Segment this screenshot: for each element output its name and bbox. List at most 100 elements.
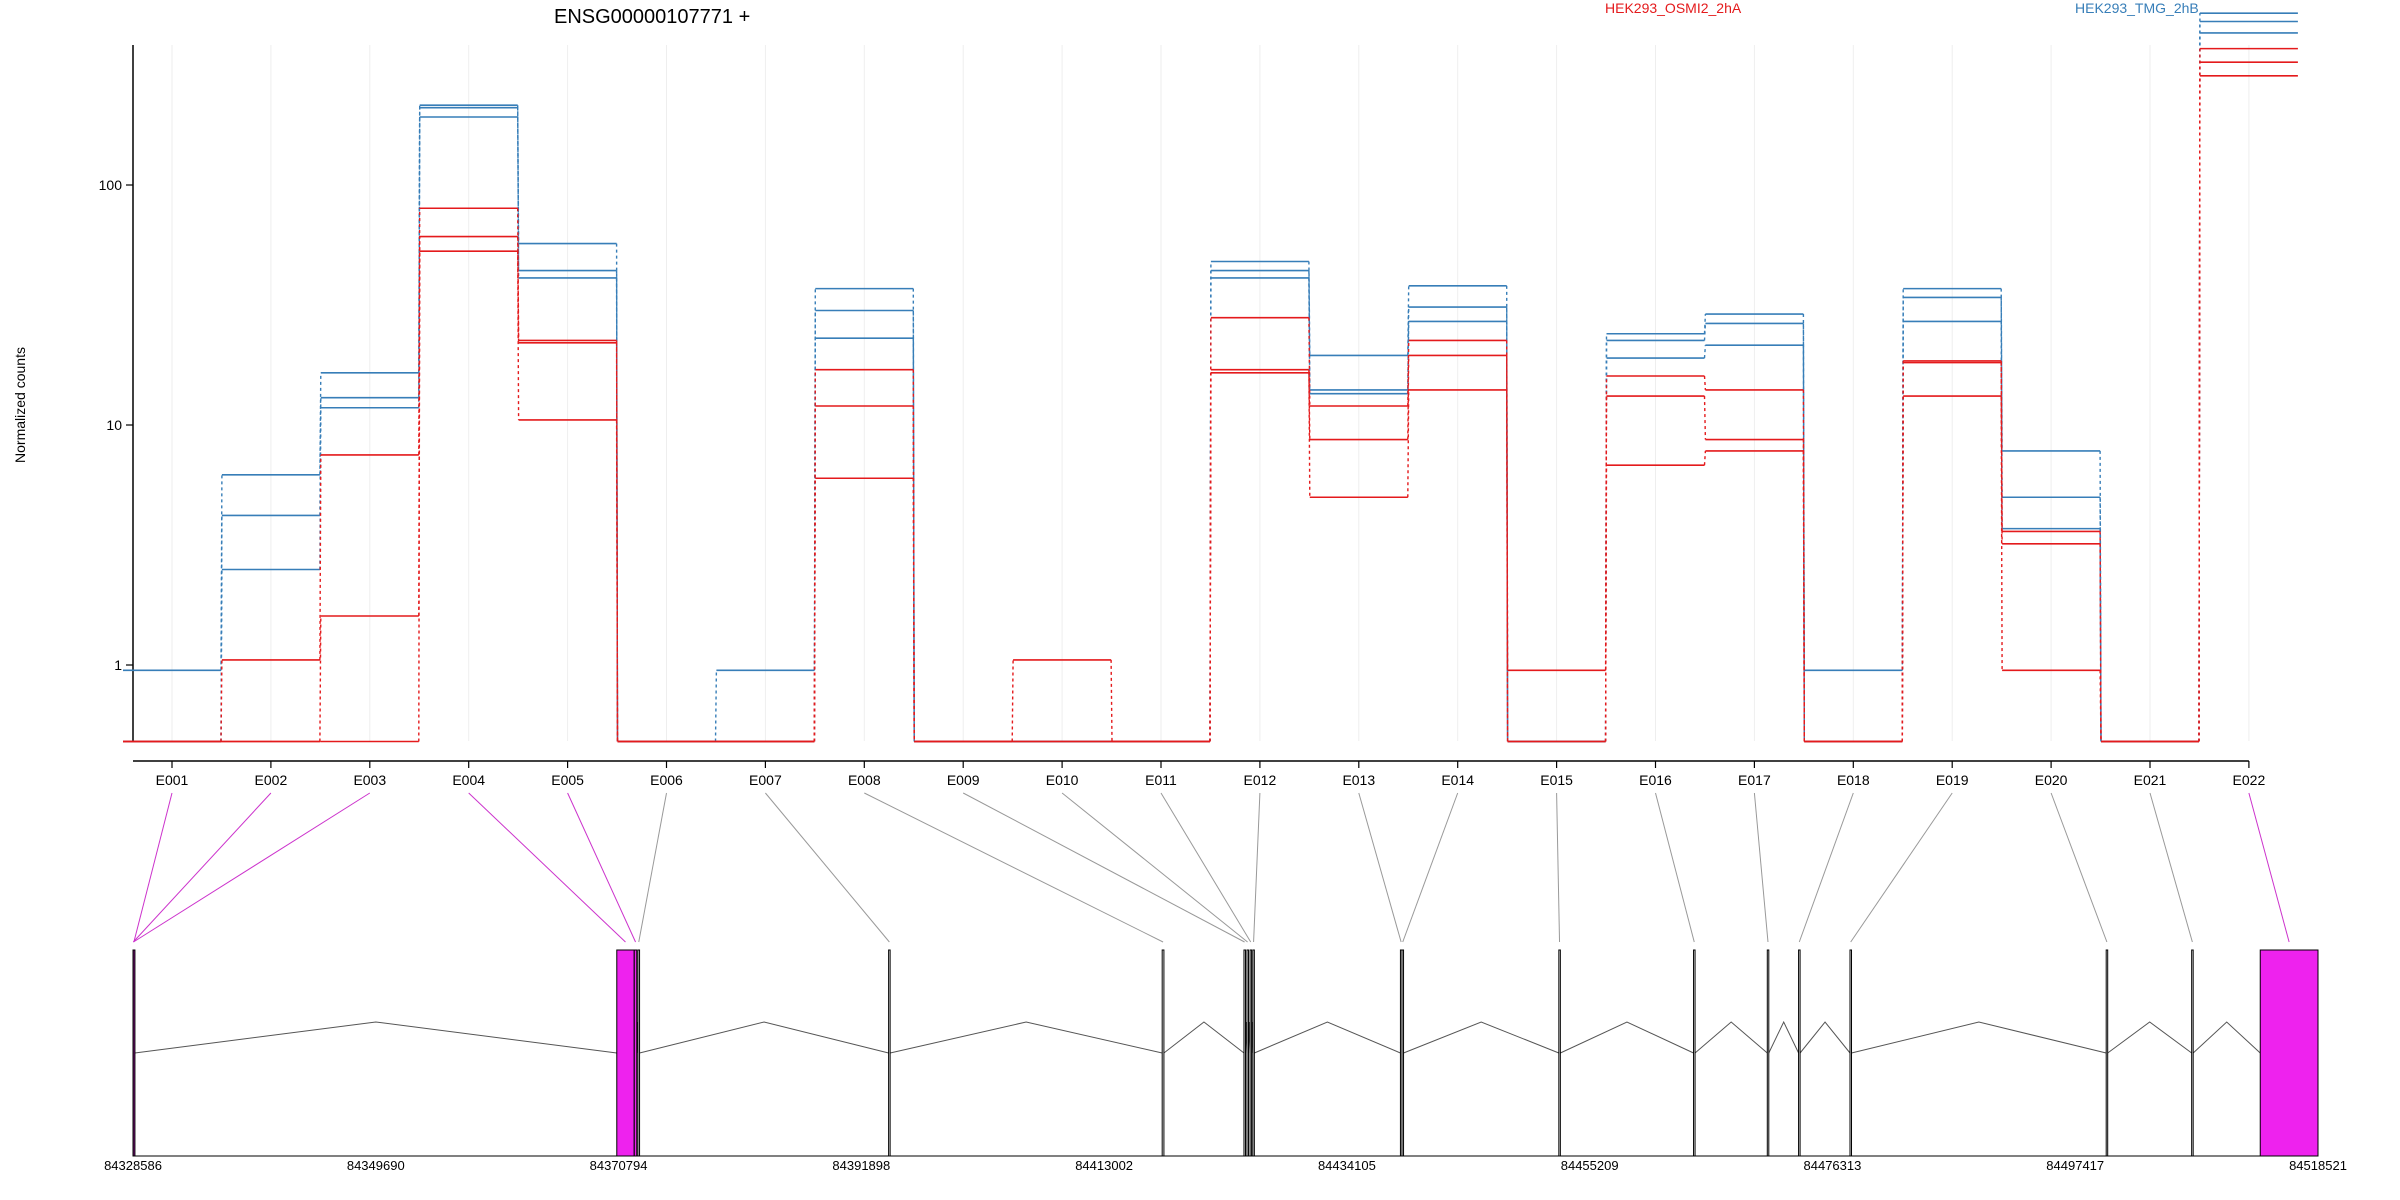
series-5-connector-e019 bbox=[2000, 362, 2003, 544]
x-tick-label-e016: E016 bbox=[1639, 772, 1672, 788]
x-tick-label-e007: E007 bbox=[749, 772, 782, 788]
x-tick-label-e021: E021 bbox=[2134, 772, 2167, 788]
exon-block-e016 bbox=[1693, 949, 1696, 1157]
connector-e009 bbox=[962, 792, 1245, 943]
exon-block-e008 bbox=[1161, 949, 1165, 1157]
gene-model: 84328586 84349690 84370794 84391898 84413002… bbox=[104, 949, 2347, 1173]
x-tick-label-e003: E003 bbox=[353, 772, 386, 788]
series-4-connector-e009 bbox=[1011, 659, 1014, 742]
series-6-connector-e016 bbox=[1703, 450, 1707, 466]
exon-block-e006 bbox=[637, 949, 641, 1157]
series-6-connector-e012 bbox=[1308, 372, 1311, 498]
exon-block-e017 bbox=[1766, 949, 1770, 1157]
axes: 1 10 100 E001 E002 E003 E004 E005 E006 E007 E008 E0… bbox=[99, 45, 2266, 788]
exon-block-e003 bbox=[132, 949, 136, 1157]
series-2-connector-e016 bbox=[1703, 323, 1707, 341]
series-4-connector-e002 bbox=[319, 454, 322, 660]
coordinate-label-1: 84328586 bbox=[104, 1158, 162, 1173]
series-1-connector-e016 bbox=[1703, 313, 1707, 334]
coordinate-label-3: 84370794 bbox=[590, 1158, 648, 1173]
chart-title: ENSG00000107771 + bbox=[554, 6, 750, 28]
series-1-connector-e018 bbox=[1901, 288, 1904, 671]
connector-e002 bbox=[132, 792, 272, 943]
exon-block-e021 bbox=[2191, 949, 2194, 1157]
legend-item-tmg: HEK293_TMG_2hB bbox=[2075, 0, 2199, 16]
x-tick-label-e011: E011 bbox=[1145, 772, 1177, 788]
intron-line-13 bbox=[1768, 1020, 1800, 1054]
x-tick-label-e020: E020 bbox=[2035, 772, 2068, 788]
series-5-connector-e013 bbox=[1407, 355, 1410, 440]
y-tick-label-10: 10 bbox=[106, 417, 122, 433]
intron-line-12 bbox=[1694, 1021, 1768, 1054]
connector-e012 bbox=[1253, 792, 1261, 943]
connector-e021 bbox=[2149, 792, 2193, 943]
x-tick-label-e015: E015 bbox=[1540, 772, 1573, 788]
coordinate-label-7: 84455209 bbox=[1561, 1158, 1619, 1173]
intron-line-9 bbox=[1254, 1021, 1401, 1054]
connector-e008 bbox=[864, 792, 1164, 943]
intron-line-3 bbox=[639, 1021, 889, 1054]
series-6-connector-e011 bbox=[1209, 372, 1212, 742]
series-6-connector-e004 bbox=[517, 251, 520, 420]
connector-e015 bbox=[1556, 792, 1561, 943]
exon-block-e019 bbox=[1849, 949, 1853, 1157]
exon-block-e009 bbox=[1243, 949, 1246, 1157]
x-tick-label-e004: E004 bbox=[452, 772, 485, 788]
series-5-connector-e008 bbox=[912, 405, 915, 742]
series-6-connector-e014 bbox=[1505, 389, 1509, 742]
connector-e014 bbox=[1402, 792, 1459, 943]
series-6-connector-e013 bbox=[1407, 389, 1410, 498]
coordinate-label-5: 84413002 bbox=[1075, 1158, 1133, 1173]
series-4-connector-e010 bbox=[1110, 659, 1113, 742]
exon-block-e014 bbox=[1401, 949, 1405, 1157]
series-3-connector-e011 bbox=[1209, 277, 1212, 742]
series-5-connector-e016 bbox=[1703, 396, 1707, 440]
intron-line-1 bbox=[134, 1021, 617, 1054]
series-5 bbox=[123, 61, 2298, 743]
x-tick-label-e008: E008 bbox=[848, 772, 881, 788]
connector-e005 bbox=[567, 792, 636, 943]
x-tick-label-e022: E022 bbox=[2233, 772, 2266, 788]
intron-line-14 bbox=[1799, 1021, 1851, 1054]
y-tick-label-1: 1 bbox=[114, 657, 122, 673]
series-6-connector-e021 bbox=[2198, 75, 2201, 742]
series-4-connector-e001 bbox=[220, 659, 223, 742]
exon-block-e015 bbox=[1558, 949, 1561, 1157]
legend-item-osmi2: HEK293_OSMI2_2hA bbox=[1605, 0, 1742, 16]
x-tick-label-e013: E013 bbox=[1342, 772, 1375, 788]
x-tick-label-e009: E009 bbox=[947, 772, 980, 788]
series-6-connector-e019 bbox=[2000, 396, 2003, 671]
x-tick-label-e018: E018 bbox=[1837, 772, 1870, 788]
connector-e011 bbox=[1160, 792, 1252, 943]
series-6-connector-e008 bbox=[912, 478, 915, 742]
series-lines bbox=[123, 12, 2298, 743]
series-3-connector-e008 bbox=[912, 338, 915, 742]
series-6-connector-e007 bbox=[813, 478, 816, 742]
connector-e016 bbox=[1655, 792, 1695, 943]
intron-line-4 bbox=[890, 1021, 1163, 1054]
connector-e018 bbox=[1798, 792, 1854, 943]
exon-block-e018 bbox=[1798, 949, 1801, 1157]
series-6-connector-e003 bbox=[418, 251, 421, 742]
intron-line-5 bbox=[1163, 1021, 1245, 1054]
series-1-connector-e007 bbox=[813, 288, 816, 671]
x-tick-label-e017: E017 bbox=[1738, 772, 1771, 788]
x-tick-label-e012: E012 bbox=[1244, 772, 1277, 788]
connector-e013 bbox=[1358, 792, 1402, 943]
x-tick-label-e001: E001 bbox=[156, 772, 189, 788]
connector-e010 bbox=[1061, 792, 1248, 943]
x-tick-label-e010: E010 bbox=[1046, 772, 1079, 788]
x-tick-label-e019: E019 bbox=[1936, 772, 1969, 788]
x-tick-label-e006: E006 bbox=[650, 772, 683, 788]
coordinate-label-9: 84497417 bbox=[2046, 1158, 2104, 1173]
intron-line-11 bbox=[1560, 1021, 1694, 1054]
connector-e020 bbox=[2050, 792, 2108, 943]
y-axis-label: Normalized counts bbox=[12, 347, 28, 463]
connector-e003 bbox=[133, 792, 371, 943]
connector-e004 bbox=[468, 792, 626, 943]
series-3-connector-e002 bbox=[319, 407, 322, 570]
exon-block-e005 bbox=[633, 949, 638, 1157]
coordinate-label-4: 84391898 bbox=[832, 1158, 890, 1173]
series-4-connector-e016 bbox=[1703, 375, 1707, 390]
exon-block-e004 bbox=[616, 949, 635, 1157]
